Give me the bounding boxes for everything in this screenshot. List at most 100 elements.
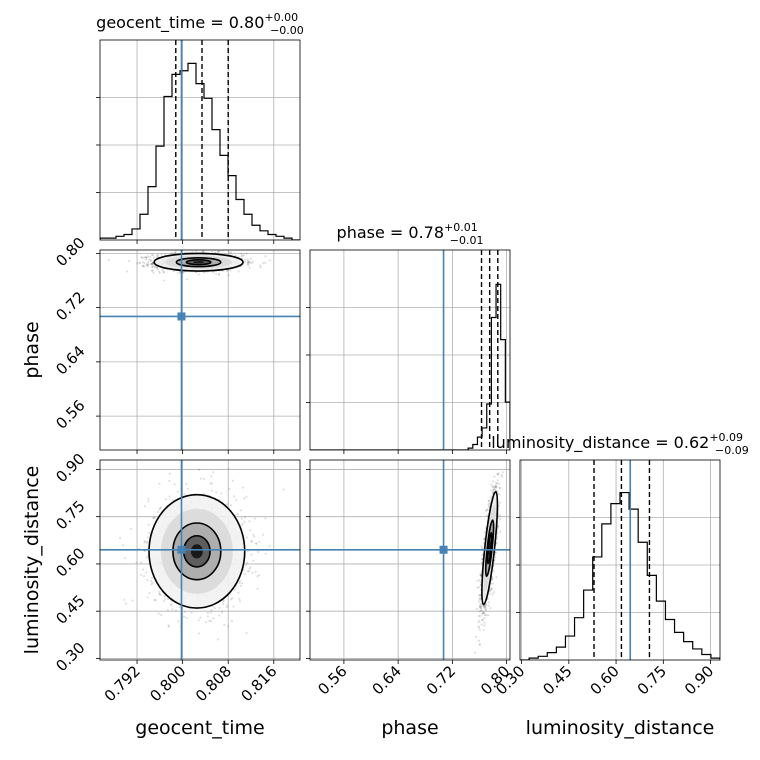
sample-point	[484, 605, 487, 608]
sample-point	[151, 269, 154, 272]
sample-point	[255, 542, 258, 545]
sample-point	[479, 605, 482, 609]
sample-point	[164, 598, 167, 601]
sample-point	[480, 609, 483, 612]
axes-frame	[99, 459, 301, 661]
sample-point	[206, 615, 209, 618]
sample-point	[483, 606, 486, 609]
sample-point	[126, 270, 129, 273]
sample-point	[483, 616, 486, 620]
sample-point	[218, 614, 221, 617]
sample-point	[241, 582, 244, 585]
sample-point	[162, 271, 165, 274]
sample-point	[481, 554, 484, 557]
sample-point	[194, 250, 197, 253]
sample-point	[492, 569, 495, 572]
sample-point	[213, 607, 216, 610]
sample-point	[250, 261, 253, 265]
sample-point	[158, 271, 161, 275]
sample-point	[483, 624, 486, 627]
sample-point	[487, 505, 491, 508]
sample-point	[264, 552, 267, 555]
sample-point	[483, 613, 487, 617]
sample-point	[163, 595, 166, 598]
sample-point	[497, 504, 501, 508]
sample-point	[483, 538, 486, 541]
sample-point	[124, 602, 128, 605]
sample-point	[157, 253, 160, 257]
sample-point	[494, 485, 497, 488]
sample-point	[136, 262, 139, 265]
sample-point	[151, 254, 155, 257]
sample-point	[151, 265, 154, 269]
sample-point	[168, 479, 171, 482]
sample-point	[212, 471, 215, 474]
sample-point	[484, 609, 487, 612]
x-tick-label: 0.60	[587, 662, 623, 698]
sample-point	[249, 257, 252, 260]
density-level	[193, 261, 205, 264]
grid-lines	[100, 40, 300, 240]
sample-point	[148, 531, 151, 535]
sample-point	[498, 493, 501, 496]
truth-marker	[177, 312, 186, 321]
sample-point	[149, 263, 152, 266]
sample-point	[497, 472, 500, 475]
x-tick-label: 0.808	[192, 662, 235, 705]
sample-point	[481, 618, 484, 622]
scatter-geocent_time-luminosity_distance	[100, 460, 300, 660]
sample-point	[481, 547, 484, 550]
sample-point	[155, 254, 158, 257]
sample-point	[202, 250, 205, 253]
sample-point	[491, 593, 494, 596]
sample-point	[145, 256, 148, 259]
sample-point	[159, 593, 162, 597]
sample-point	[159, 507, 162, 510]
axes-frame	[99, 249, 301, 451]
contour-line	[172, 522, 222, 581]
sample-point	[487, 503, 490, 506]
sample-point	[483, 621, 486, 624]
sample-point	[168, 495, 171, 498]
sample-point	[489, 495, 493, 498]
sample-point	[183, 493, 186, 496]
sample-point	[210, 608, 213, 611]
sample-point	[478, 597, 481, 600]
sample-point	[199, 616, 202, 619]
sample-point	[498, 518, 502, 521]
scatter-geocent_time-phase	[100, 250, 300, 450]
sample-point	[488, 502, 491, 505]
sample-point	[221, 600, 225, 603]
sample-point	[239, 580, 242, 583]
sample-point	[500, 473, 503, 477]
sample-point	[478, 594, 481, 597]
sample-point	[252, 533, 255, 536]
sample-point	[151, 262, 154, 265]
x-axis-label: luminosity_distance	[526, 717, 715, 739]
y-tick-label: 0.56	[52, 396, 88, 432]
sample-point	[138, 261, 141, 264]
sample-point	[162, 270, 165, 273]
sample-point	[128, 260, 131, 263]
sample-point	[490, 489, 493, 492]
sample-point	[197, 632, 201, 635]
sample-point	[231, 597, 234, 600]
sample-point	[249, 529, 252, 532]
sample-point	[151, 261, 154, 264]
axes-frame	[519, 459, 721, 661]
sample-point	[246, 262, 249, 265]
sample-point	[494, 556, 497, 559]
sample-point	[197, 273, 200, 276]
sample-point	[499, 501, 502, 504]
sample-point	[131, 599, 134, 602]
x-axis-label: geocent_time	[135, 717, 264, 739]
histogram-geocent_time	[100, 40, 300, 240]
sample-point	[282, 488, 285, 491]
y-tick-label: 0.30	[52, 639, 88, 675]
sample-point	[242, 254, 246, 257]
sample-point	[212, 271, 215, 274]
sample-point	[227, 250, 231, 254]
sample-point	[477, 626, 480, 629]
sample-point	[142, 568, 145, 571]
sample-point	[493, 475, 496, 478]
